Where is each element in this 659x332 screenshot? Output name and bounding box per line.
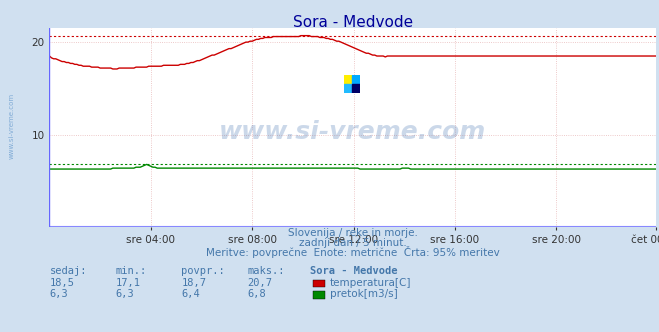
Text: 6,3: 6,3: [49, 289, 68, 299]
Text: Slovenija / reke in morje.: Slovenija / reke in morje.: [287, 228, 418, 238]
Bar: [344, 75, 352, 84]
Text: 6,3: 6,3: [115, 289, 134, 299]
Text: min.:: min.:: [115, 266, 146, 276]
Text: Meritve: povprečne  Enote: metrične  Črta: 95% meritev: Meritve: povprečne Enote: metrične Črta:…: [206, 246, 500, 258]
Text: maks.:: maks.:: [247, 266, 285, 276]
Text: www.si-vreme.com: www.si-vreme.com: [9, 93, 14, 159]
Text: Sora - Medvode: Sora - Medvode: [310, 266, 397, 276]
Bar: [352, 75, 360, 84]
Text: pretok[m3/s]: pretok[m3/s]: [330, 289, 398, 299]
Text: temperatura[C]: temperatura[C]: [330, 278, 412, 288]
Text: sedaj:: sedaj:: [49, 266, 87, 276]
Text: 6,4: 6,4: [181, 289, 200, 299]
Text: 18,5: 18,5: [49, 278, 74, 288]
Bar: [352, 84, 360, 93]
Text: Sora - Medvode: Sora - Medvode: [293, 15, 413, 30]
Text: www.si-vreme.com: www.si-vreme.com: [219, 120, 486, 144]
Bar: [344, 84, 352, 93]
Text: 18,7: 18,7: [181, 278, 206, 288]
Text: zadnji dan / 5 minut.: zadnji dan / 5 minut.: [299, 238, 407, 248]
Text: 6,8: 6,8: [247, 289, 266, 299]
Text: 17,1: 17,1: [115, 278, 140, 288]
Text: 20,7: 20,7: [247, 278, 272, 288]
Text: povpr.:: povpr.:: [181, 266, 225, 276]
